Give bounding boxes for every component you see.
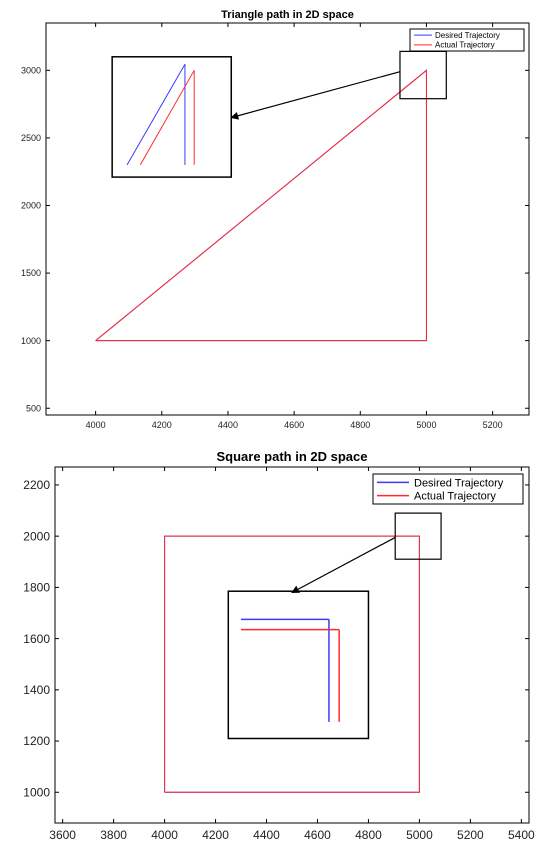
x-tick-label: 4600 — [304, 828, 331, 842]
x-tick-label: 5000 — [406, 828, 433, 842]
x-tick-label: 4400 — [218, 420, 238, 430]
x-tick-label: 5200 — [483, 420, 503, 430]
y-tick-label: 1200 — [23, 734, 50, 748]
legend: Desired Trajectory Actual Trajectory — [372, 473, 524, 505]
y-tick-label: 1000 — [21, 336, 41, 346]
y-axis-ticks: 500 1000 1500 2000 2500 3000 — [21, 65, 529, 413]
inset-actual-diag — [139, 70, 195, 166]
series-layer — [95, 69, 427, 342]
x-tick-label: 4000 — [86, 420, 106, 430]
x-tick-label: 4200 — [152, 420, 172, 430]
legend-box — [372, 473, 524, 505]
square-chart: Square path in 2D space 3600 3800 4000 4200… — [23, 449, 535, 842]
y-tick-label: 2200 — [23, 478, 50, 492]
y-tick-label: 3000 — [21, 65, 41, 75]
y-tick-label: 500 — [26, 403, 41, 413]
series-actual-trajectory — [95, 69, 427, 342]
legend-label-desired: Desired Trajectory — [414, 477, 504, 489]
x-tick-label: 4200 — [202, 828, 229, 842]
y-tick-label: 1800 — [23, 581, 50, 595]
triangle-chart: Triangle path in 2D space 4000 4200 4400 46… — [21, 9, 530, 430]
legend-label-desired: Desired Trajectory — [435, 31, 500, 40]
x-tick-label: 3800 — [100, 828, 127, 842]
callout-arrow — [291, 536, 396, 594]
x-tick-label: 4000 — [151, 828, 178, 842]
zoom-region-box — [399, 50, 447, 100]
y-tick-label: 2000 — [21, 201, 41, 211]
x-tick-label: 4400 — [253, 828, 280, 842]
x-axis-ticks: 4000 4200 4400 4600 4800 5000 5200 — [86, 23, 503, 430]
y-tick-label: 1500 — [21, 268, 41, 278]
chart-title: Triangle path in 2D space — [221, 9, 354, 21]
inset-desired-diag — [126, 63, 186, 166]
x-tick-label: 3600 — [49, 828, 76, 842]
legend: Desired Trajectory Actual Trajectory — [409, 28, 525, 52]
y-tick-label: 1400 — [23, 683, 50, 697]
x-tick-label: 5200 — [457, 828, 484, 842]
y-tick-label: 1600 — [23, 632, 50, 646]
zoom-annotation — [111, 50, 447, 178]
zoom-annotation — [227, 512, 442, 740]
x-tick-label: 4800 — [350, 420, 370, 430]
plot-area — [45, 22, 530, 416]
x-tick-label: 5400 — [508, 828, 535, 842]
series-actual-trajectory — [164, 535, 420, 793]
legend-label-actual: Actual Trajectory — [435, 41, 495, 50]
legend-label-actual: Actual Trajectory — [414, 490, 496, 502]
y-tick-label: 2500 — [21, 133, 41, 143]
legend-box — [409, 28, 525, 52]
x-tick-label: 4800 — [355, 828, 382, 842]
zoom-region-box — [394, 512, 442, 560]
x-tick-label: 4600 — [284, 420, 304, 430]
plot-area — [54, 466, 530, 824]
callout-arrow — [230, 71, 401, 120]
y-tick-label: 2000 — [23, 529, 50, 543]
x-axis-ticks: 3600 3800 4000 4200 4400 4600 4800 5000 5200 5400 — [49, 467, 535, 842]
zoom-inset-box — [227, 590, 370, 740]
chart-title: Square path in 2D space — [217, 449, 368, 464]
x-tick-label: 5000 — [416, 420, 436, 430]
series-layer — [164, 535, 420, 793]
y-tick-label: 1000 — [23, 785, 50, 799]
y-axis-ticks: 1000 1200 1400 1600 1800 2000 2200 — [23, 478, 529, 799]
